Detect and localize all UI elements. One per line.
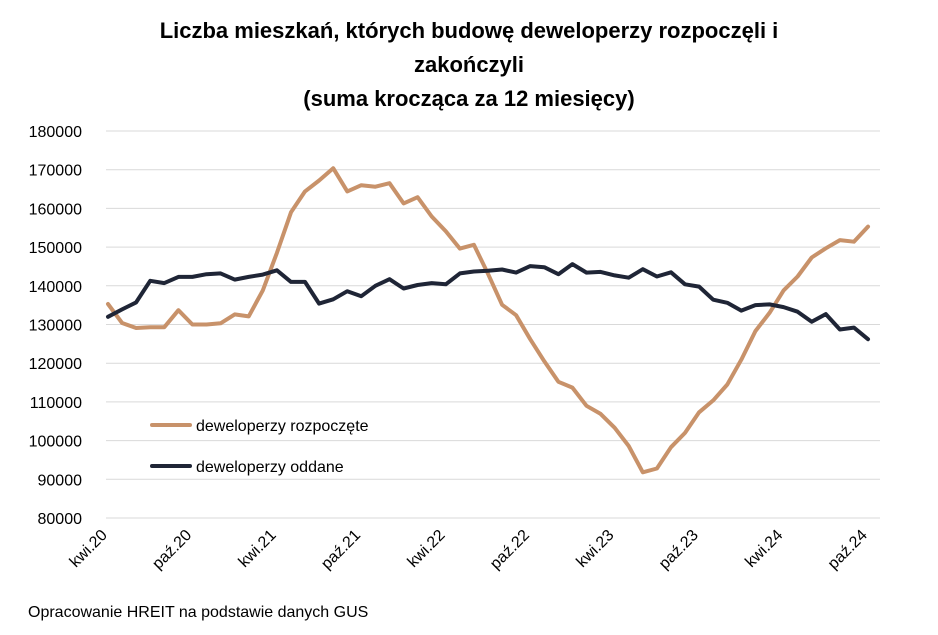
y-tick-label: 140000 <box>29 279 82 296</box>
y-tick-label: 170000 <box>29 163 82 180</box>
x-tick-label: kwi.22 <box>405 527 449 571</box>
legend-label-2: deweloperzy oddane <box>196 459 344 476</box>
legend: deweloperzy rozpoczęte deweloperzy oddane <box>150 418 369 476</box>
x-tick-label: paź.23 <box>656 527 702 573</box>
chart-title-line-1: Liczba mieszkań, których budowę dewelope… <box>159 18 779 43</box>
line-chart: 180000 170000 160000 150000 140000 130000 1200… <box>29 124 880 573</box>
x-tick-label: kwi.20 <box>67 527 111 571</box>
x-tick-label: paź.22 <box>487 527 533 573</box>
legend-label-1: deweloperzy rozpoczęte <box>196 418 369 435</box>
chart-title-line-2: zakończyli <box>413 52 525 77</box>
x-tick-label: kwi.23 <box>573 527 617 571</box>
series-line-2 <box>106 262 870 342</box>
series-line-1 <box>106 166 870 475</box>
x-tick-label: paź.24 <box>825 527 871 573</box>
chart-title-line-3: (suma krocząca za 12 miesięcy) <box>303 86 635 111</box>
x-axis-ticks: kwi.20 paź.20 kwi.21 paź.21 kwi.22 paź.22 kwi.… <box>67 527 871 573</box>
y-tick-label: 110000 <box>30 395 82 412</box>
y-tick-label: 100000 <box>29 434 82 451</box>
y-tick-label: 90000 <box>38 472 83 489</box>
x-tick-label: paź.21 <box>318 527 364 573</box>
y-tick-label: 180000 <box>29 124 82 141</box>
x-tick-label: kwi.24 <box>742 527 786 571</box>
y-tick-label: 160000 <box>29 201 82 218</box>
x-tick-label: paź.20 <box>149 527 195 573</box>
series-lines <box>106 166 870 475</box>
chart-title: Liczba mieszkań, których budowę dewelope… <box>0 14 938 116</box>
source-note: Opracowanie HREIT na podstawie danych GU… <box>28 604 369 621</box>
y-tick-label: 150000 <box>29 240 82 257</box>
y-tick-label: 80000 <box>38 511 83 528</box>
y-axis-ticks: 180000 170000 160000 150000 140000 130000 1200… <box>29 124 82 528</box>
y-tick-label: 120000 <box>29 356 82 373</box>
x-tick-label: kwi.21 <box>236 527 280 571</box>
y-tick-label: 130000 <box>29 318 82 335</box>
